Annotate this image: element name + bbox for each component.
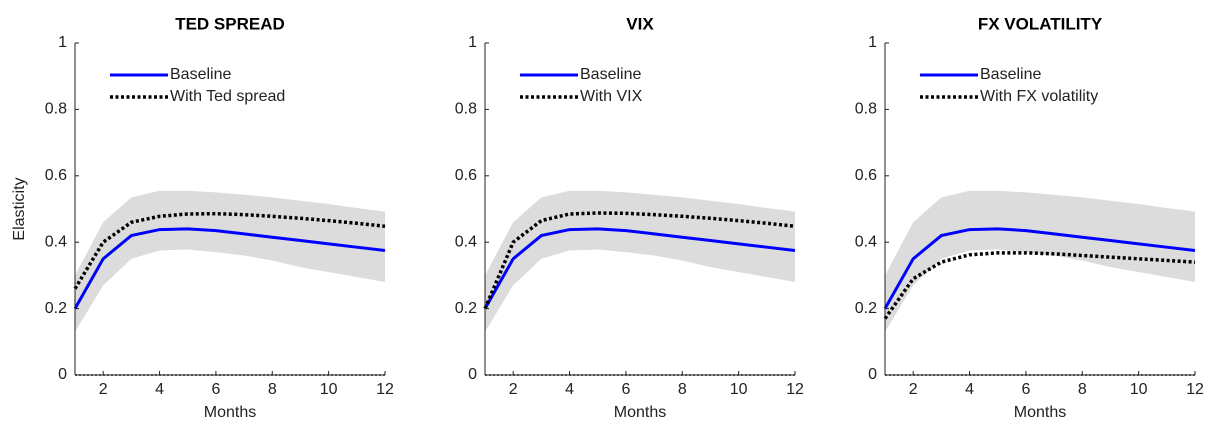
x-tick-label: 12	[786, 381, 804, 398]
confidence-band	[485, 190, 795, 332]
legend-label: Baseline	[580, 66, 641, 83]
x-tick-label: 8	[268, 381, 277, 398]
y-tick-label: 0.6	[45, 167, 67, 184]
y-tick-label: 0.2	[455, 300, 477, 317]
x-tick-label: 10	[1130, 381, 1148, 398]
x-tick-label: 2	[99, 381, 108, 398]
series-line	[883, 227, 1196, 310]
chart-title: FX VOLATILITY	[978, 14, 1103, 33]
y-tick-label: 0.8	[855, 101, 877, 118]
series-line	[483, 211, 796, 310]
legend-label: With FX volatility	[980, 88, 1098, 105]
x-tick-label: 4	[965, 381, 974, 398]
y-tick-label: 0.4	[855, 233, 877, 250]
series-line	[73, 227, 386, 310]
series-line	[73, 211, 386, 290]
y-tick-label: 0	[468, 366, 477, 383]
y-tick-label: 0.4	[455, 233, 477, 250]
x-tick-label: 6	[211, 381, 220, 398]
x-tick-label: 10	[320, 381, 338, 398]
y-tick-label: 1	[868, 34, 877, 51]
x-tick-label: 6	[1021, 381, 1030, 398]
x-tick-label: 12	[376, 381, 394, 398]
y-tick-label: 0	[868, 366, 877, 383]
x-tick-label: 8	[1078, 381, 1087, 398]
x-tick-label: 4	[565, 381, 574, 398]
x-tick-label: 6	[621, 381, 630, 398]
y-tick-label: 0.2	[855, 300, 877, 317]
x-tick-label: 2	[509, 381, 518, 398]
chart-title: VIX	[626, 14, 654, 33]
confidence-band	[885, 190, 1195, 332]
x-tick-label: 10	[730, 381, 748, 398]
x-axis-label: Months	[204, 404, 256, 421]
y-tick-label: 1	[468, 34, 477, 51]
legend-label: Baseline	[170, 66, 231, 83]
panel: 00.20.40.60.812 4 6 8 10 12VIXMonthsBaselineW…	[455, 14, 804, 421]
x-tick-label: 12	[1186, 381, 1204, 398]
y-tick-label: 1	[58, 34, 67, 51]
legend-label: With Ted spread	[170, 88, 285, 105]
y-axis-label: Elasticity	[11, 177, 28, 240]
y-tick-label: 0.2	[45, 300, 67, 317]
y-tick-label: 0.6	[855, 167, 877, 184]
x-axis-label: Months	[614, 404, 666, 421]
y-tick-label: 0.8	[45, 101, 67, 118]
y-tick-label: 0.4	[45, 233, 67, 250]
x-tick-label: 4	[155, 381, 164, 398]
x-axis-label: Months	[1014, 404, 1066, 421]
legend-label: Baseline	[980, 66, 1041, 83]
y-tick-label: 0	[58, 366, 67, 383]
y-tick-label: 0.6	[455, 167, 477, 184]
legend-label: With VIX	[580, 88, 643, 105]
x-tick-label: 2	[909, 381, 918, 398]
series-line	[483, 227, 796, 310]
chart-title: TED SPREAD	[175, 14, 285, 33]
x-tick-label: 8	[678, 381, 687, 398]
y-tick-label: 0.8	[455, 101, 477, 118]
confidence-band	[75, 190, 385, 332]
